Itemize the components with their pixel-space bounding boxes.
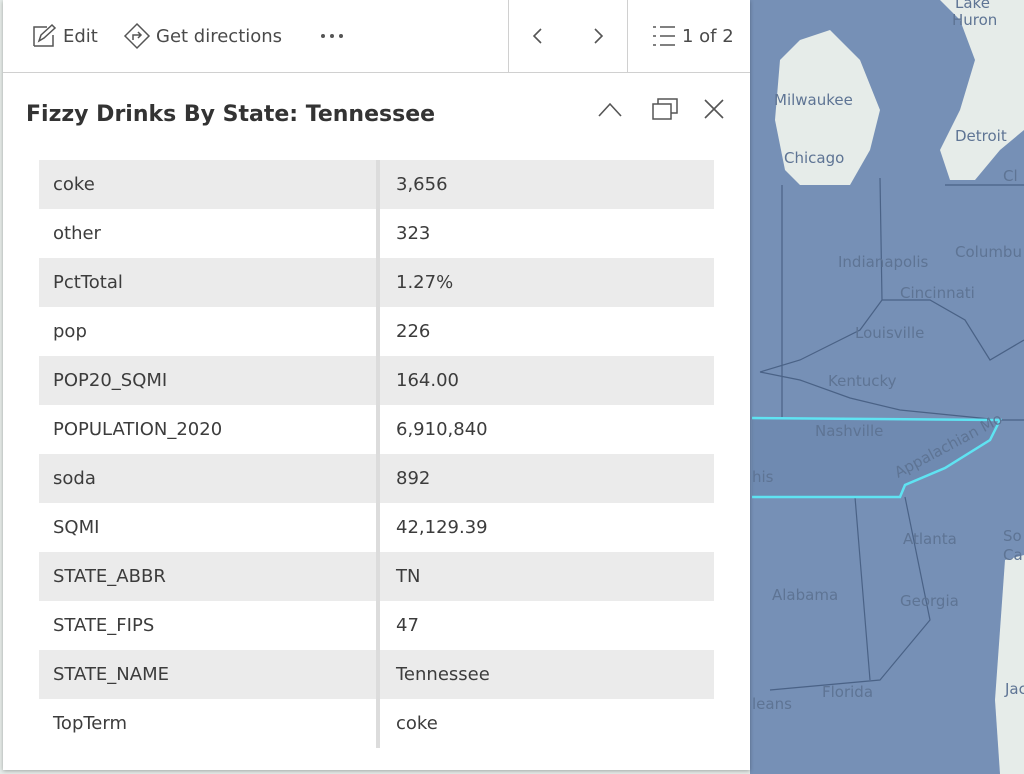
field-name: pop <box>39 307 380 356</box>
table-row: coke 3,656 <box>39 160 714 209</box>
next-button[interactable] <box>591 0 605 72</box>
table-row: soda 892 <box>39 454 714 503</box>
map-label: leans <box>752 695 792 713</box>
field-value: 42,129.39 <box>396 517 488 538</box>
field-name: other <box>39 209 380 258</box>
edit-icon <box>33 23 57 47</box>
field-name: SQMI <box>39 503 380 552</box>
map-label: Georgia <box>900 592 959 610</box>
popup: Edit Get directions 1 of 2 Fizzy Drinks … <box>3 0 750 770</box>
table-row: POP20_SQMI 164.00 <box>39 356 714 405</box>
map-label: So <box>1003 527 1022 545</box>
field-value: 3,656 <box>396 174 448 195</box>
field-value: Tennessee <box>396 664 490 685</box>
table-row: POPULATION_2020 6,910,840 <box>39 405 714 454</box>
toolbar: Edit Get directions 1 of 2 <box>3 0 750 73</box>
map-label: Detroit <box>955 127 1007 145</box>
list-icon <box>653 26 675 46</box>
map-label: Indianapolis <box>838 253 929 271</box>
pager-label: 1 of 2 <box>682 25 734 47</box>
more-button[interactable] <box>318 0 348 72</box>
map-label: Chicago <box>784 149 844 167</box>
separator <box>627 0 628 72</box>
field-value: 892 <box>396 468 431 489</box>
map-label: Lake <box>955 0 990 12</box>
popup-controls <box>598 98 724 120</box>
map-label: Cl <box>1003 167 1018 185</box>
table-row: TopTerm coke <box>39 699 714 748</box>
edit-button[interactable]: Edit <box>31 0 98 72</box>
field-value: 6,910,840 <box>396 419 488 440</box>
map-label: Milwaukee <box>774 91 853 109</box>
field-name: STATE_NAME <box>39 650 380 699</box>
field-name: POP20_SQMI <box>39 356 380 405</box>
more-icon <box>321 34 343 38</box>
field-name: soda <box>39 454 380 503</box>
map-label: Atlanta <box>903 530 957 548</box>
field-name: STATE_ABBR <box>39 552 380 601</box>
map-label: Kentucky <box>828 372 897 390</box>
field-name: STATE_FIPS <box>39 601 380 650</box>
lake-michigan <box>775 30 880 185</box>
dock-button[interactable] <box>652 98 678 120</box>
table-row: STATE_NAME Tennessee <box>39 650 714 699</box>
map-label: Alabama <box>772 586 838 604</box>
field-value: 1.27% <box>396 272 454 293</box>
field-value: 323 <box>396 223 431 244</box>
field-value: 164.00 <box>396 370 459 391</box>
map-label: Huron <box>952 11 997 29</box>
field-value: coke <box>396 713 438 734</box>
tennessee-highlight[interactable] <box>751 416 1003 499</box>
field-name: PctTotal <box>39 258 380 307</box>
map-label: Cincinnati <box>900 284 975 302</box>
map-label: Nashville <box>815 422 883 440</box>
directions-button[interactable]: Get directions <box>123 0 282 72</box>
prev-icon <box>532 28 542 44</box>
table-row: other 323 <box>39 209 714 258</box>
close-button[interactable] <box>704 99 724 119</box>
field-name: TopTerm <box>39 699 380 748</box>
map-label: Columbu <box>955 243 1022 261</box>
field-value: TN <box>396 566 421 587</box>
field-name: coke <box>39 160 380 209</box>
map-label: Ca <box>1003 546 1023 564</box>
table-row: PctTotal 1.27% <box>39 258 714 307</box>
directions-icon <box>123 22 151 50</box>
separator <box>508 0 509 72</box>
feature-list-button[interactable]: 1 of 2 <box>651 0 734 72</box>
attribute-table: coke 3,656 other 323 PctTotal 1.27% pop 226 POP2… <box>39 160 714 748</box>
popup-title: Fizzy Drinks By State: Tennessee <box>26 102 436 127</box>
collapse-button[interactable] <box>598 102 622 117</box>
map-label: his <box>752 468 774 486</box>
map-label: Louisville <box>855 324 924 342</box>
field-name: POPULATION_2020 <box>39 405 380 454</box>
map-label: Jac <box>1004 680 1024 698</box>
field-value: 226 <box>396 321 431 342</box>
map-label: Florida <box>822 683 873 701</box>
prev-button[interactable] <box>531 0 545 72</box>
next-icon <box>594 28 604 44</box>
directions-label: Get directions <box>156 25 283 47</box>
lake-region <box>940 0 1024 180</box>
state-borders <box>759 177 1024 691</box>
table-row: STATE_FIPS 47 <box>39 601 714 650</box>
table-row: STATE_ABBR TN <box>39 552 714 601</box>
table-row: pop 226 <box>39 307 714 356</box>
ocean <box>995 555 1024 774</box>
edit-label: Edit <box>63 25 98 47</box>
field-value: 47 <box>396 615 419 636</box>
table-row: SQMI 42,129.39 <box>39 503 714 552</box>
